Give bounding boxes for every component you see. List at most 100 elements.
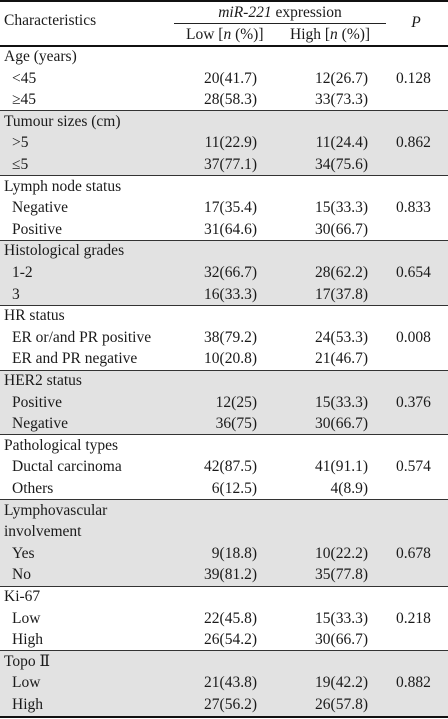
header-high: High [n (%)] (290, 26, 371, 43)
group-band (0, 499, 448, 586)
row-label: ≤5 (12, 156, 29, 173)
group-title: Histological grades (4, 242, 125, 260)
row-high-value: 30(66.7) (315, 220, 368, 238)
group-divider (0, 650, 448, 652)
group-divider (0, 239, 448, 241)
row-low-value: 9(18.8) (211, 544, 257, 562)
row-high-value: 41(91.1) (315, 458, 368, 476)
row-low-value: 12(25) (215, 393, 257, 411)
row-label: ER or/and PR positive (12, 328, 152, 346)
row-low-value: 37(77.1) (204, 156, 257, 173)
row-label: Low (12, 674, 41, 692)
group-p-value: 0.654 (396, 264, 431, 281)
group-band (0, 370, 448, 435)
group-title: HER2 status (4, 372, 82, 389)
table-top-rule (0, 0, 448, 2)
group-p-value: 0.376 (396, 393, 431, 411)
row-high-value: 30(66.7) (315, 631, 368, 649)
row-low-value: 10(20.8) (204, 350, 257, 368)
row-high-value: 28(62.2) (315, 264, 368, 281)
group-title: Tumour sizes (cm) (4, 112, 121, 130)
group-band (0, 650, 448, 716)
row-label: Negative (12, 199, 68, 217)
row-high-value: 30(66.7) (315, 415, 368, 433)
row-low-value: 42(87.5) (204, 458, 257, 476)
row-low-value: 32(66.7) (204, 264, 257, 281)
row-low-value: 21(43.8) (204, 674, 257, 692)
group-title: Lymph node status (4, 177, 122, 195)
row-high-value: 17(37.8) (315, 285, 368, 303)
row-low-value: 6(12.5) (211, 480, 257, 497)
row-label: Positive (12, 393, 62, 411)
row-high-value: 15(33.3) (315, 393, 368, 411)
row-low-value: 28(58.3) (204, 91, 257, 109)
row-low-value: 27(56.2) (204, 696, 257, 713)
row-low-value: 16(33.3) (204, 285, 257, 303)
group-divider (0, 304, 448, 306)
header-bottom-rule (0, 45, 448, 47)
row-low-value: 17(35.4) (204, 199, 257, 217)
group-title: Ki-67 (4, 588, 41, 605)
row-label: High (12, 696, 43, 713)
group-p-value: 0.862 (396, 134, 431, 152)
row-label: 1-2 (12, 264, 33, 281)
row-high-value: 26(57.8) (315, 696, 368, 713)
row-high-value: 11(24.4) (315, 134, 368, 152)
header-mir-suffix: expression (271, 4, 342, 21)
row-low-value: 39(81.2) (204, 566, 257, 584)
row-high-value: 10(22.2) (315, 544, 368, 562)
group-title: involvement (4, 523, 82, 541)
row-low-value: 11(22.9) (204, 134, 257, 152)
group-p-value: 0.882 (396, 674, 431, 692)
table-bottom-rule (0, 716, 448, 718)
row-label: ER and PR negative (12, 350, 138, 368)
row-high-value: 21(46.7) (315, 350, 368, 368)
row-low-value: 36(75) (215, 415, 257, 433)
row-high-value: 12(26.7) (315, 69, 368, 87)
row-high-value: 35(77.8) (315, 566, 368, 584)
row-low-value: 20(41.7) (204, 69, 257, 87)
group-p-value: 0.574 (396, 458, 431, 476)
row-label: 3 (12, 285, 20, 303)
row-label: High (12, 631, 43, 649)
group-title: Age (years) (4, 48, 77, 65)
row-high-value: 19(42.2) (315, 674, 368, 692)
header-sub-rule (174, 23, 386, 24)
group-title: Pathological types (4, 436, 119, 454)
group-p-value: 0.008 (396, 328, 431, 346)
row-label: Low (12, 609, 41, 627)
group-title: HR status (4, 307, 65, 325)
row-label: No (12, 566, 31, 584)
row-label: >5 (12, 134, 29, 152)
group-divider (0, 175, 448, 177)
row-high-value: 4(8.9) (330, 480, 368, 497)
row-high-value: 15(33.3) (315, 199, 368, 217)
row-label: Others (12, 480, 54, 497)
header-p: P (411, 14, 421, 31)
row-label: Yes (12, 544, 35, 562)
row-high-value: 33(73.3) (315, 91, 368, 109)
row-high-value: 24(53.3) (315, 328, 368, 346)
group-band (0, 110, 448, 176)
group-title: Lymphovascular (4, 501, 108, 519)
header-mir-expression: miR-221 expression (174, 3, 386, 23)
row-label: Negative (12, 415, 68, 433)
group-p-value: 0.678 (396, 544, 431, 562)
group-p-value: 0.128 (396, 69, 431, 87)
header-characteristics: Characteristics (4, 12, 97, 29)
row-low-value: 26(54.2) (204, 631, 257, 649)
row-low-value: 31(64.6) (204, 220, 257, 238)
row-high-value: 15(33.3) (315, 609, 368, 627)
group-p-value: 0.218 (396, 609, 431, 627)
header-mir-name: miR-221 (218, 4, 272, 21)
group-divider (0, 369, 448, 371)
row-high-value: 34(75.6) (315, 156, 368, 173)
group-divider (0, 585, 448, 587)
group-divider (0, 110, 448, 112)
row-low-value: 22(45.8) (204, 609, 257, 627)
group-title: Topo Ⅱ (4, 652, 51, 670)
header-low: Low [n (%)] (186, 26, 264, 43)
row-label: Positive (12, 220, 62, 238)
row-low-value: 38(79.2) (204, 328, 257, 346)
